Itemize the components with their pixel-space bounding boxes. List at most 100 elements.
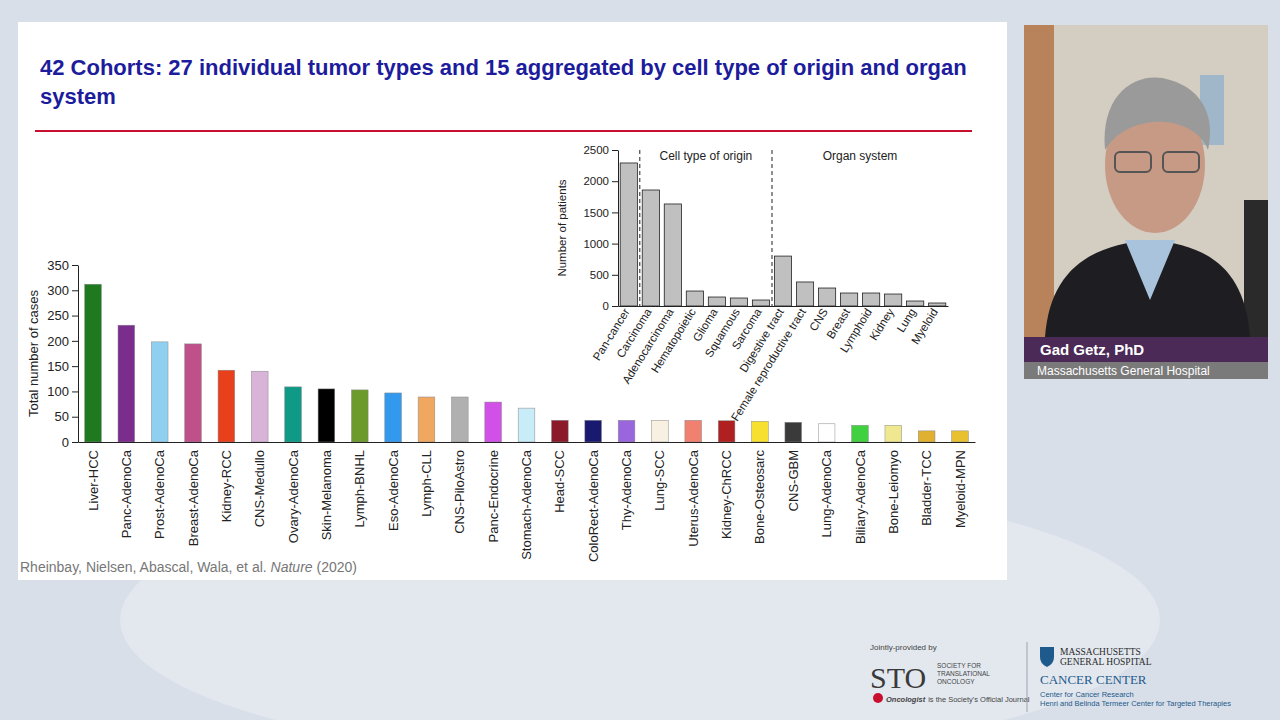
cancer-center: CANCER CENTER: [1040, 672, 1147, 687]
y-tick-mark: [612, 150, 618, 151]
bar: [285, 387, 302, 442]
logo-divider: [1027, 642, 1028, 712]
title-rule: [35, 130, 972, 132]
x-tick: Kidney: [867, 306, 896, 342]
x-tick: Uterus-AdenoCa: [686, 449, 701, 547]
bar: [642, 190, 659, 306]
provided-by: Jointly-provided by: [870, 643, 937, 652]
x-tick-label: CNS-GBM: [786, 450, 801, 511]
bar: [796, 282, 813, 306]
y-axis-line: [618, 151, 619, 307]
journal-icon: [873, 693, 883, 703]
bar: [918, 431, 935, 442]
x-tick: Myeloid-MPN: [953, 450, 968, 528]
x-tick-label: Lung-AdenoCa: [819, 449, 834, 537]
speaker-affiliation: Massachusetts General Hospital: [1037, 364, 1210, 378]
x-tick: Lymph-CLL: [419, 450, 434, 517]
y-tick: 50: [55, 409, 78, 424]
hospital-name: GENERAL HOSPITAL: [1060, 657, 1152, 667]
speaker-glasses: [1163, 152, 1199, 172]
x-tick: Female reproductive tract: [729, 306, 809, 424]
bar: [785, 422, 802, 442]
bar: [318, 389, 335, 442]
slide-canvas: 42 Cohorts: 27 individual tumor types an…: [0, 0, 1280, 720]
bar: [852, 425, 869, 442]
x-tick-label: Female reproductive tract: [729, 306, 809, 424]
bar: [885, 425, 902, 442]
bar: [620, 163, 637, 306]
journal-line: Oncologistis the Society's Official Jour…: [886, 695, 1030, 704]
y-tick-label: 350: [47, 258, 69, 273]
y-tick-label: 150: [47, 359, 69, 374]
x-tick: Eso-AdenoCa: [386, 449, 401, 531]
group-label: Cell type of origin: [660, 149, 753, 163]
x-tick: Kidney-RCC: [219, 450, 234, 522]
x-tick: Hematopoietic: [649, 306, 698, 375]
x-tick-label: Prost-AdenoCa: [152, 449, 167, 539]
society-name: SOCIETY FOR: [937, 662, 981, 669]
y-tick-mark: [612, 244, 618, 245]
y-tick-label: 300: [47, 283, 69, 298]
x-tick: Bladder-TCC: [919, 450, 934, 526]
y-tick-mark: [612, 212, 618, 213]
footer-logos: Jointly-provided bySTOSOCIETY FORTRANSLA…: [870, 642, 1231, 712]
x-tick-label: Myeloid: [909, 306, 940, 346]
speaker-glasses: [1115, 152, 1151, 172]
x-axis: Pan-cancerCarcinomaAdenocarcinomaHematop…: [590, 306, 948, 424]
x-tick: Head-SCC: [552, 450, 567, 513]
bar: [752, 300, 769, 306]
group-separator: [771, 150, 772, 306]
y-tick-mark: [612, 181, 618, 182]
x-tick-label: Bladder-TCC: [919, 450, 934, 526]
x-tick: CNS-PiloAstro: [452, 450, 467, 534]
bar: [708, 297, 725, 306]
x-tick: Thy-AdenoCa: [619, 449, 634, 530]
y-axis-title: Number of patients: [556, 179, 568, 276]
journal-name: Oncologist: [886, 695, 926, 704]
x-tick: ColoRect-AdenoCa: [586, 449, 601, 562]
bar: [351, 390, 368, 442]
y-tick-label: 2000: [583, 175, 609, 187]
video-chair: [1244, 200, 1268, 337]
y-tick-mark: [72, 366, 78, 367]
x-tick-label: Thy-AdenoCa: [619, 449, 634, 530]
bar: [251, 371, 268, 442]
x-tick: Prost-AdenoCa: [152, 449, 167, 539]
x-tick-label: CNS-PiloAstro: [452, 450, 467, 534]
bar: [151, 342, 168, 442]
y-tick: 1500: [583, 207, 618, 219]
x-tick-label: CNS-Medullo: [252, 450, 267, 527]
y-tick-label: 1500: [583, 207, 609, 219]
y-axis-line: [78, 266, 79, 443]
society-name: ONCOLOGY: [937, 678, 975, 685]
bar: [85, 284, 102, 442]
bar: [218, 370, 235, 442]
x-tick-label: Skin-Melanoma: [319, 449, 334, 540]
bar: [552, 420, 569, 442]
center-subtitle: Henri and Belinda Termeer Center for Tar…: [1040, 699, 1231, 708]
speaker-hair: [1105, 78, 1211, 150]
sto-logo: STO: [870, 661, 926, 694]
y-tick-mark: [72, 316, 78, 317]
hospital-name: MASSACHUSETTS: [1060, 647, 1141, 657]
y-axis: 050100150200250300350: [47, 258, 78, 450]
bar: [518, 408, 535, 442]
affiliation-bar: [1024, 362, 1268, 379]
bar: [752, 421, 769, 442]
y-tick: 1000: [583, 238, 618, 250]
y-axis: 05001000150020002500: [583, 144, 618, 312]
y-tick: 250: [47, 308, 78, 323]
bar: [618, 420, 635, 442]
citation: Rheinbay, Nielsen, Abascal, Wala, et al.…: [20, 559, 357, 575]
x-tick: Lung-SCC: [652, 450, 667, 511]
x-tick: CNS-Medullo: [252, 450, 267, 527]
group-label: Organ system: [823, 149, 898, 163]
x-tick-label: Uterus-AdenoCa: [686, 449, 701, 547]
x-tick-label: ColoRect-AdenoCa: [586, 449, 601, 562]
x-tick-label: Ovary-AdenoCa: [286, 449, 301, 543]
slide-panel: [18, 22, 1007, 580]
bar: [929, 303, 946, 306]
chart-0: 050100150200250300350Liver-HCCPanc-Adeno…: [26, 258, 976, 562]
y-tick-mark: [72, 341, 78, 342]
mgh-shield: [1040, 647, 1054, 667]
